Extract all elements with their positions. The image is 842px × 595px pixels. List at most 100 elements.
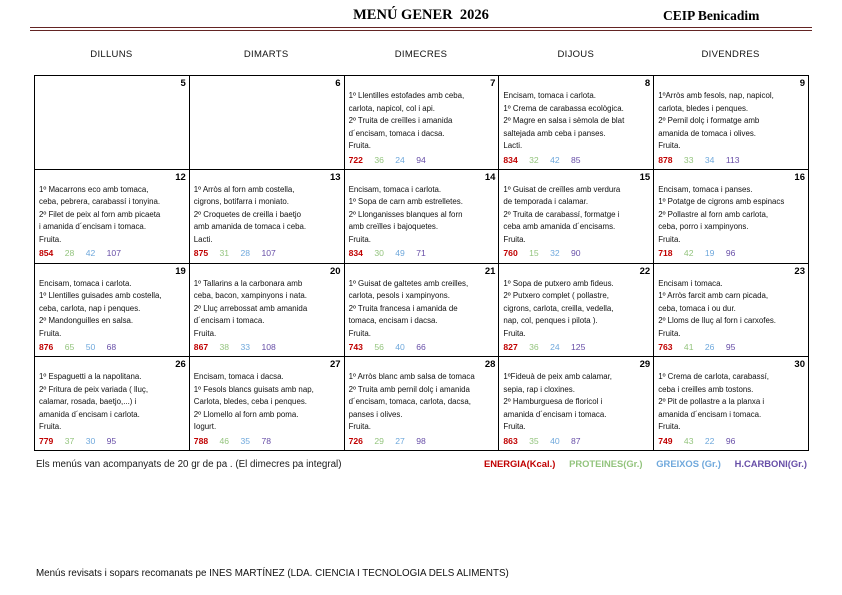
energia-value: 779 (39, 435, 54, 446)
proteines-value: 28 (64, 248, 75, 259)
day-cell: 7 1º Llentilles estofades amb ceba, carl… (344, 76, 500, 170)
energia-value: 878 (658, 154, 673, 165)
legend-proteines: PROTEINES(Gr.) (569, 458, 643, 469)
menu-text: 1º Llentilles estofades amb ceba, carlot… (348, 91, 465, 150)
hcarboni-value: 95 (106, 435, 117, 446)
menu-text: 1º Arròs blanc amb salsa de tomaca 2º Tr… (348, 372, 475, 432)
legend-greixos: GREIXOS (Gr.) (656, 458, 721, 469)
nutrition-values: 722 36 24 94 (349, 154, 496, 166)
nutrition-values: 779 37 30 95 (39, 435, 186, 447)
day-number: 22 (639, 265, 651, 277)
day-number: 14 (484, 171, 496, 183)
greixos-value: 32 (550, 248, 560, 259)
day-number: 8 (644, 78, 651, 89)
energia-value: 788 (193, 435, 209, 446)
nutrition-values: 749 43 22 96 (658, 435, 805, 447)
proteines-value: 41 (683, 342, 694, 352)
hcarboni-value: 113 (725, 154, 740, 165)
menu-text: Encisam, tomaca i carlota. 1º Crema de c… (503, 91, 625, 150)
greixos-value: 27 (395, 435, 405, 446)
proteines-value: 36 (529, 342, 539, 352)
greixos-value: 40 (395, 342, 405, 352)
menu-text: 1º Arròs al forn amb costella, cigrons, … (193, 184, 307, 244)
day-cell: 22 1º Sopa de putxero amb fideus. 2º Put… (499, 263, 655, 358)
day-cell: 12 1º Macarrons eco amb tomaca, ceba, pe… (35, 169, 190, 264)
proteines-value: 32 (529, 154, 539, 165)
energia-value: 760 (503, 248, 518, 259)
nutrition-values: 788 46 35 78 (194, 435, 341, 447)
greixos-value: 24 (395, 154, 405, 165)
energia-value: 854 (39, 248, 54, 259)
greixos-value: 28 (240, 248, 251, 259)
day-number: 23 (794, 265, 805, 277)
day-cell: 5 (35, 76, 190, 170)
day-number: 26 (175, 359, 186, 371)
day-cell: 20 1º Tallarins a la carbonara amb ceba,… (189, 263, 345, 358)
menu-text: Encisam, tomaca i carlota. 1º Llentilles… (39, 278, 162, 338)
bread-note: Els menús van acompanyats de 20 gr de pa… (36, 459, 342, 470)
menu-text: 1º Guisat de galtetes amb creilles, carl… (348, 278, 469, 338)
energia-value: 722 (348, 154, 363, 165)
school-name: CEIP Benicadim (663, 8, 760, 23)
day-number: 9 (799, 78, 805, 89)
nutrition-values: 876 65 50 68 (39, 341, 186, 353)
nutrition-values: 743 56 40 66 (349, 341, 496, 353)
nutrition-values: 863 35 40 87 (503, 435, 650, 447)
greixos-value: 30 (85, 435, 96, 446)
weekday-dijous: DIJOUS (557, 49, 595, 60)
hcarboni-value: 71 (416, 248, 426, 259)
page-title: MENÚ GENER 2026 (353, 7, 489, 23)
nutrition-values: 867 38 33 108 (194, 341, 341, 353)
hcarboni-value: 66 (416, 342, 426, 352)
energia-value: 875 (193, 248, 209, 259)
nutrition-values: 834 30 49 71 (349, 247, 496, 259)
legend-energia: ENERGIA(Kcal.) (483, 458, 556, 469)
day-number: 21 (484, 265, 496, 277)
greixos-value: 42 (85, 248, 96, 259)
menu-text: 1º Crema de carlota, carabassí, ceba i c… (658, 372, 769, 432)
greixos-value: 26 (704, 342, 715, 352)
day-cell: 13 1º Arròs al forn amb costella, cigron… (189, 169, 345, 264)
day-cell: 8 Encisam, tomaca i carlota. 1º Crema de… (499, 76, 655, 170)
weekday-header-row: DILLUNS DIMARTS DIMECRES DIJOUS DIVENDRE… (34, 49, 808, 60)
proteines-value: 37 (64, 435, 75, 446)
proteines-value: 35 (529, 435, 539, 446)
nutrition-values: 726 29 27 98 (349, 435, 496, 447)
greixos-value: 35 (240, 435, 251, 446)
proteines-value: 65 (64, 342, 75, 352)
day-cell: 27 Encisam, tomaca i dacsa. 1º Fesols bl… (189, 357, 345, 451)
weekday-dimecres: DIMECRES (394, 49, 448, 60)
day-number: 5 (180, 78, 186, 89)
menu-text: 1º Espaguetti a la napolitana. 2º Fritur… (39, 372, 149, 432)
hcarboni-value: 96 (725, 435, 736, 446)
proteines-value: 42 (683, 248, 694, 259)
day-number: 15 (639, 171, 651, 183)
energia-value: 743 (348, 342, 363, 352)
hcarboni-value: 125 (571, 342, 586, 352)
weekday-dilluns: DILLUNS (90, 49, 133, 60)
energia-value: 876 (39, 342, 54, 352)
hcarboni-value: 90 (571, 248, 581, 259)
menu-text: Encisam, tomaca i panses. 1º Potatge de … (658, 184, 785, 244)
proteines-value: 15 (529, 248, 539, 259)
energia-value: 834 (503, 154, 518, 165)
energia-value: 726 (348, 435, 363, 446)
day-number: 7 (490, 78, 496, 89)
energia-value: 749 (658, 435, 673, 446)
reviewer-note: Menús revisats i sopars recomanats pe IN… (36, 568, 509, 579)
weekday-divendres: DIVENDRES (701, 49, 760, 60)
proteines-value: 46 (219, 435, 230, 446)
hcarboni-value: 108 (261, 342, 276, 352)
nutrition-values: 875 31 28 107 (194, 247, 341, 259)
title-divider (30, 27, 812, 31)
day-number: 13 (330, 171, 341, 183)
greixos-value: 49 (395, 248, 405, 259)
legend-hcarboni: H.CARBONI(Gr.) (734, 458, 807, 469)
proteines-value: 30 (374, 248, 384, 259)
day-number: 16 (794, 171, 805, 183)
day-cell: 23 Encisam i tomaca. 1º Arròs farcit amb… (654, 263, 809, 358)
proteines-value: 31 (219, 248, 230, 259)
nutrition-values: 760 15 32 90 (503, 247, 650, 259)
day-number: 19 (175, 265, 186, 277)
energia-value: 763 (658, 342, 673, 352)
